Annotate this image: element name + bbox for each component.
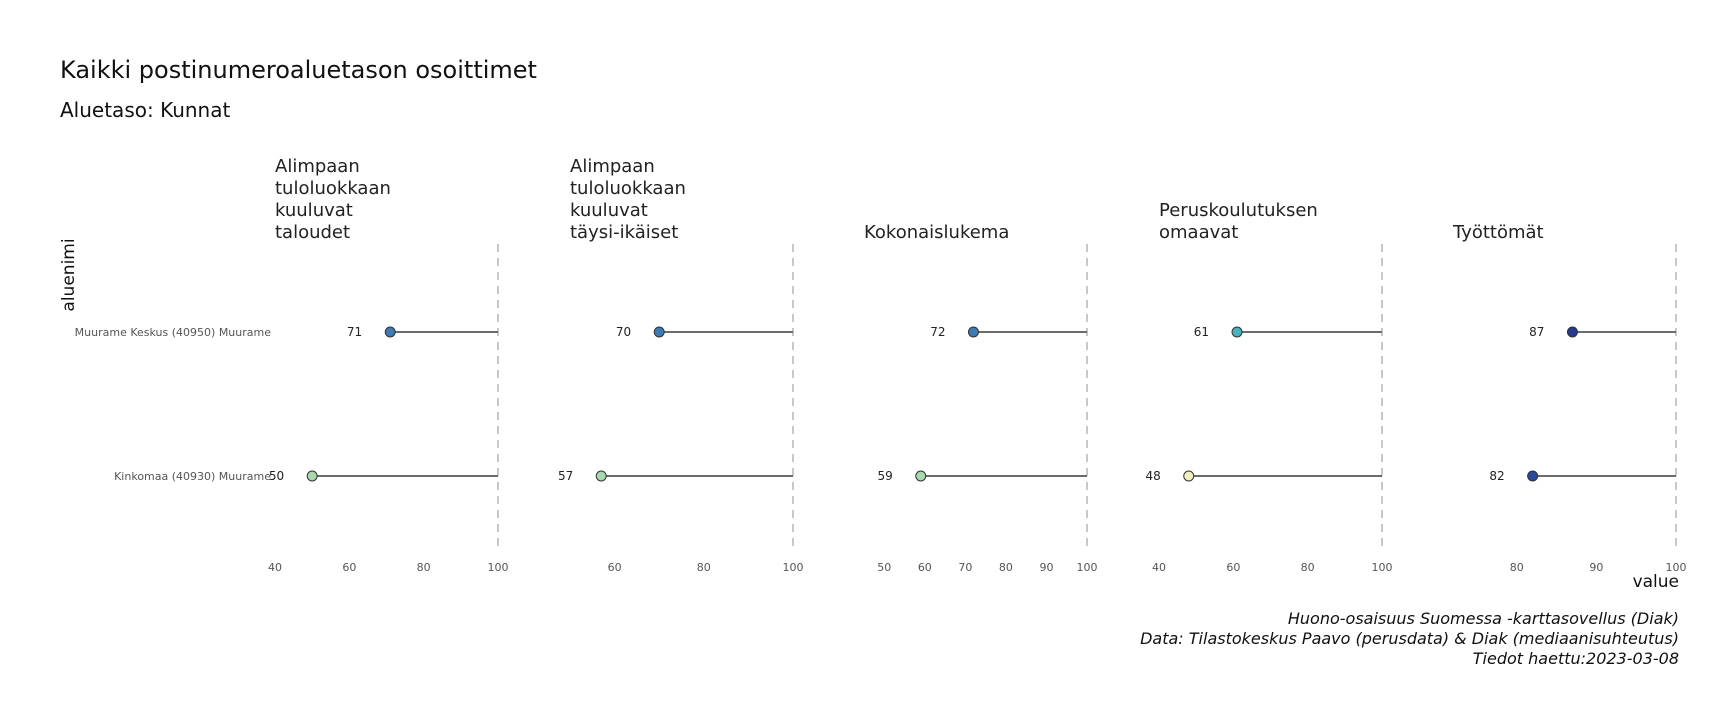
lollipop-point [1183,470,1195,482]
value-label: 72 [930,325,945,339]
x-tick-label: 100 [1666,561,1687,574]
y-tick-label: Kinkomaa (40930) Muurame [114,470,271,483]
x-tick-label: 60 [608,561,622,574]
y-axis-ticks: Muurame Keskus (40950) Muurame Kinkomaa (… [75,326,272,483]
lollipop-point [595,470,607,482]
x-tick-label: 80 [1510,561,1524,574]
lollipop-point [1231,326,1243,338]
facet-title: Alimpaan [570,156,655,177]
facet-title: taloudet [275,222,350,243]
x-tick-label: 40 [268,561,282,574]
facet-title: tuloluokkaan [570,178,686,199]
x-tick-label: 60 [342,561,356,574]
value-label: 82 [1489,469,1504,483]
value-label: 70 [616,325,631,339]
facet-panel: Työttömät 80 90 100 87 82 [1452,222,1687,574]
x-tick-label: 100 [488,561,509,574]
facet-title: omaavat [1159,222,1238,243]
facet-panel: Alimpaantuloluokkaankuuluvattäysi-ikäise… [558,156,804,574]
lollipop-point [1527,470,1539,482]
y-tick-label: Muurame Keskus (40950) Muurame [75,326,272,339]
x-tick-label: 40 [1152,561,1166,574]
lollipop-point [384,326,396,338]
facet-title: tuloluokkaan [275,178,391,199]
x-tick-label: 60 [1226,561,1240,574]
value-label: 59 [877,469,892,483]
x-tick-label: 90 [1039,561,1053,574]
value-label: 48 [1145,469,1160,483]
value-label: 50 [269,469,284,483]
facet-title: kuuluvat [275,200,353,221]
caption: Huono-osaisuus Suomessa -karttasovellus … [1140,609,1679,668]
facet-panel: Kokonaislukema 50 60 70 80 90 100 72 59 [864,222,1098,574]
caption-line: Data: Tilastokeskus Paavo (perusdata) & … [1140,629,1679,648]
facet-title: Kokonaislukema [864,222,1009,243]
x-tick-label: 50 [877,561,891,574]
x-axis-label: value [1633,572,1679,592]
facet-title: Alimpaan [275,156,360,177]
chart-title: Kaikki postinumeroaluetason osoittimet [60,56,537,84]
facet-title: Peruskoulutuksen [1159,200,1318,221]
caption-line: Tiedot haettu:2023-03-08 [1473,649,1679,668]
x-tick-label: 80 [999,561,1013,574]
caption-line: Huono-osaisuus Suomessa -karttasovellus … [1288,609,1679,628]
y-axis-label: aluenimi [59,238,79,311]
chart-subtitle: Aluetaso: Kunnat [60,98,230,122]
x-tick-label: 80 [697,561,711,574]
x-tick-label: 70 [958,561,972,574]
x-tick-label: 80 [1301,561,1315,574]
lollipop-point [306,470,318,482]
x-tick-label: 90 [1589,561,1603,574]
lollipop-point [915,470,927,482]
facet-title: Työttömät [1452,222,1544,243]
x-tick-label: 60 [918,561,932,574]
facet-title: täysi-ikäiset [570,222,678,243]
x-tick-label: 100 [783,561,804,574]
x-tick-label: 100 [1077,561,1098,574]
facet-title: kuuluvat [570,200,648,221]
value-label: 57 [558,469,573,483]
lollipop-point [967,326,979,338]
lollipop-point [653,326,665,338]
x-tick-label: 80 [417,561,431,574]
value-label: 71 [347,325,362,339]
value-label: 61 [1194,325,1209,339]
lollipop-point [1566,326,1578,338]
value-label: 87 [1529,325,1544,339]
x-tick-label: 100 [1372,561,1393,574]
